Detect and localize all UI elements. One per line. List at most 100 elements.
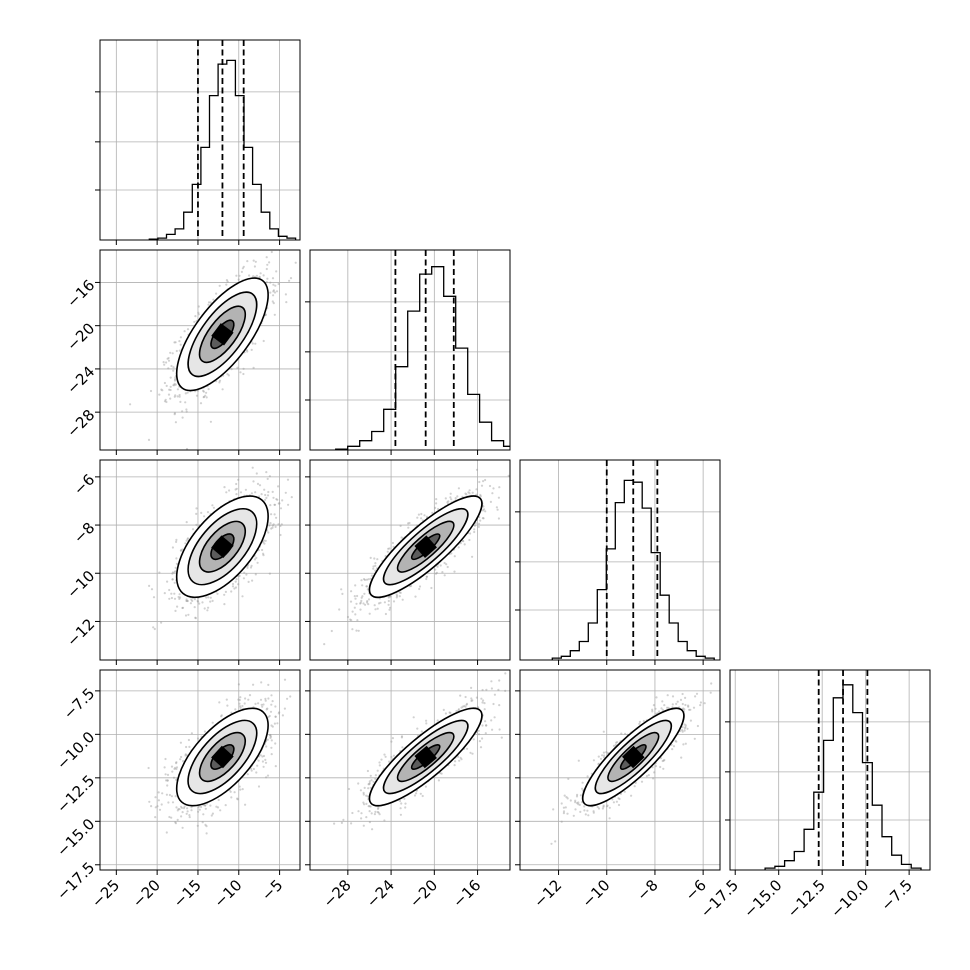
scatter-point [365,585,369,588]
scatter-point [226,280,229,283]
scatter-point [488,484,492,488]
scatter-point [235,274,238,277]
scatter-point [219,809,222,812]
scatter-point [362,578,366,581]
histogram-panel-1 [305,249,511,455]
scatter-point [250,348,253,351]
scatter-point [430,586,433,590]
scatter-point [354,584,357,587]
scatter-point [369,556,372,560]
scatter-point [252,259,255,262]
scatter-point [265,471,268,474]
scatter-point [265,281,268,284]
scatter-point [173,384,176,387]
scatter-point [227,374,230,377]
scatter-point [182,760,185,763]
scatter-point [178,395,181,398]
scatter-point [167,359,171,362]
scatter-point [238,574,241,578]
scatter-point [400,536,403,539]
scatter-point [407,522,410,525]
scatter-point [355,602,358,605]
scatter-point [253,558,257,561]
scatter-point [444,497,447,500]
scatter-point [195,507,198,510]
scatter-point [366,600,369,603]
scatter-point [161,792,164,795]
scatter-point [388,547,391,550]
scatter-point [367,603,370,606]
scatter-point [360,596,363,599]
scatter-point [181,606,184,610]
scatter-point [482,505,485,508]
scatter-point [174,383,177,386]
scatter-point [254,491,257,494]
scatter-point [284,293,287,296]
scatter-point [484,478,487,482]
scatter-point [457,487,460,490]
scatter-point [355,629,358,632]
scatter-point [231,582,235,586]
scatter-point [178,393,181,397]
scatter-point [401,598,404,601]
scatter-point [169,385,172,388]
scatter-point [364,603,367,606]
scatter-point [195,523,198,527]
scatter-point [360,599,363,603]
scatter-point [265,256,268,259]
scatter-point [176,605,179,608]
scatter-point [384,612,387,616]
scatter-point [174,609,177,613]
scatter-point [475,468,479,471]
scatter-point [194,617,197,620]
scatter-point [186,810,189,813]
scatter-point [270,694,273,697]
scatter-point [158,571,161,574]
scatter-point [258,275,261,278]
scatter-point [236,366,239,369]
scatter-point [152,596,156,599]
scatter-point [269,710,273,713]
scatter-point [269,504,272,507]
scatter-point [392,600,396,603]
scatter-point [269,736,272,740]
scatter-point [284,491,287,494]
scatter-point [212,298,215,301]
scatter-point [167,367,170,370]
scatter-point [199,402,203,405]
scatter-point [279,533,282,537]
scatter-point [252,683,255,686]
scatter-point [469,532,472,535]
scatter-point [207,303,210,306]
scatter-point [175,762,178,765]
scatter-point [184,614,188,617]
scatter-point [265,267,268,271]
scatter-point [516,471,518,473]
scatter-point [154,806,157,809]
scatter-point [206,510,210,514]
scatter-point [181,410,184,413]
scatter-point [351,628,354,631]
scatter-point [179,596,182,599]
scatter-point [266,477,269,480]
scatter-point [204,394,207,397]
scatter-point [434,506,437,509]
scatter-point [290,496,293,499]
scatter-point [267,531,270,534]
scatter-point [193,606,196,609]
scatter-point [173,581,176,584]
scatter-point [277,502,280,505]
panel-frame [99,459,301,661]
density-peak [211,535,234,558]
scatter-point [216,592,219,595]
scatter-point [165,400,168,404]
scatter-point [266,494,270,497]
scatter-point [437,507,440,511]
scatter-point [475,488,478,491]
scatter-point [207,596,210,599]
scatter-point [207,301,211,304]
scatter-point [264,758,267,762]
scatter-point [265,776,268,779]
scatter-point [228,489,231,492]
scatter-point [175,557,178,560]
